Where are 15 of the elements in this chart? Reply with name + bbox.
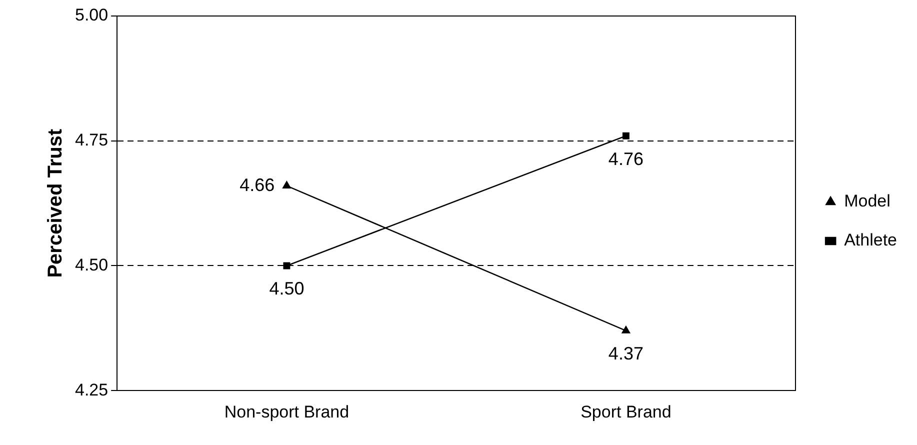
data-label: 4.37 (608, 344, 644, 364)
data-label: 4.66 (240, 174, 275, 195)
y-tick-label: 5.00 (74, 6, 108, 25)
y-tick-label: 4.75 (74, 130, 108, 150)
point (622, 132, 630, 140)
x-tick-label: Non-sport Brand (224, 402, 350, 422)
y-tick-label: 4.50 (74, 255, 108, 274)
data-label: 4.76 (608, 148, 644, 169)
legend-label: Athlete (844, 230, 898, 250)
y-axis-title: Perceived Trust (44, 128, 67, 278)
point (283, 262, 290, 270)
y-tick-label: 4.25 (74, 380, 108, 400)
x-tick-label: Sport Brand (580, 402, 672, 422)
legend-label: Model (844, 192, 890, 211)
data-label: 4.50 (269, 278, 304, 299)
